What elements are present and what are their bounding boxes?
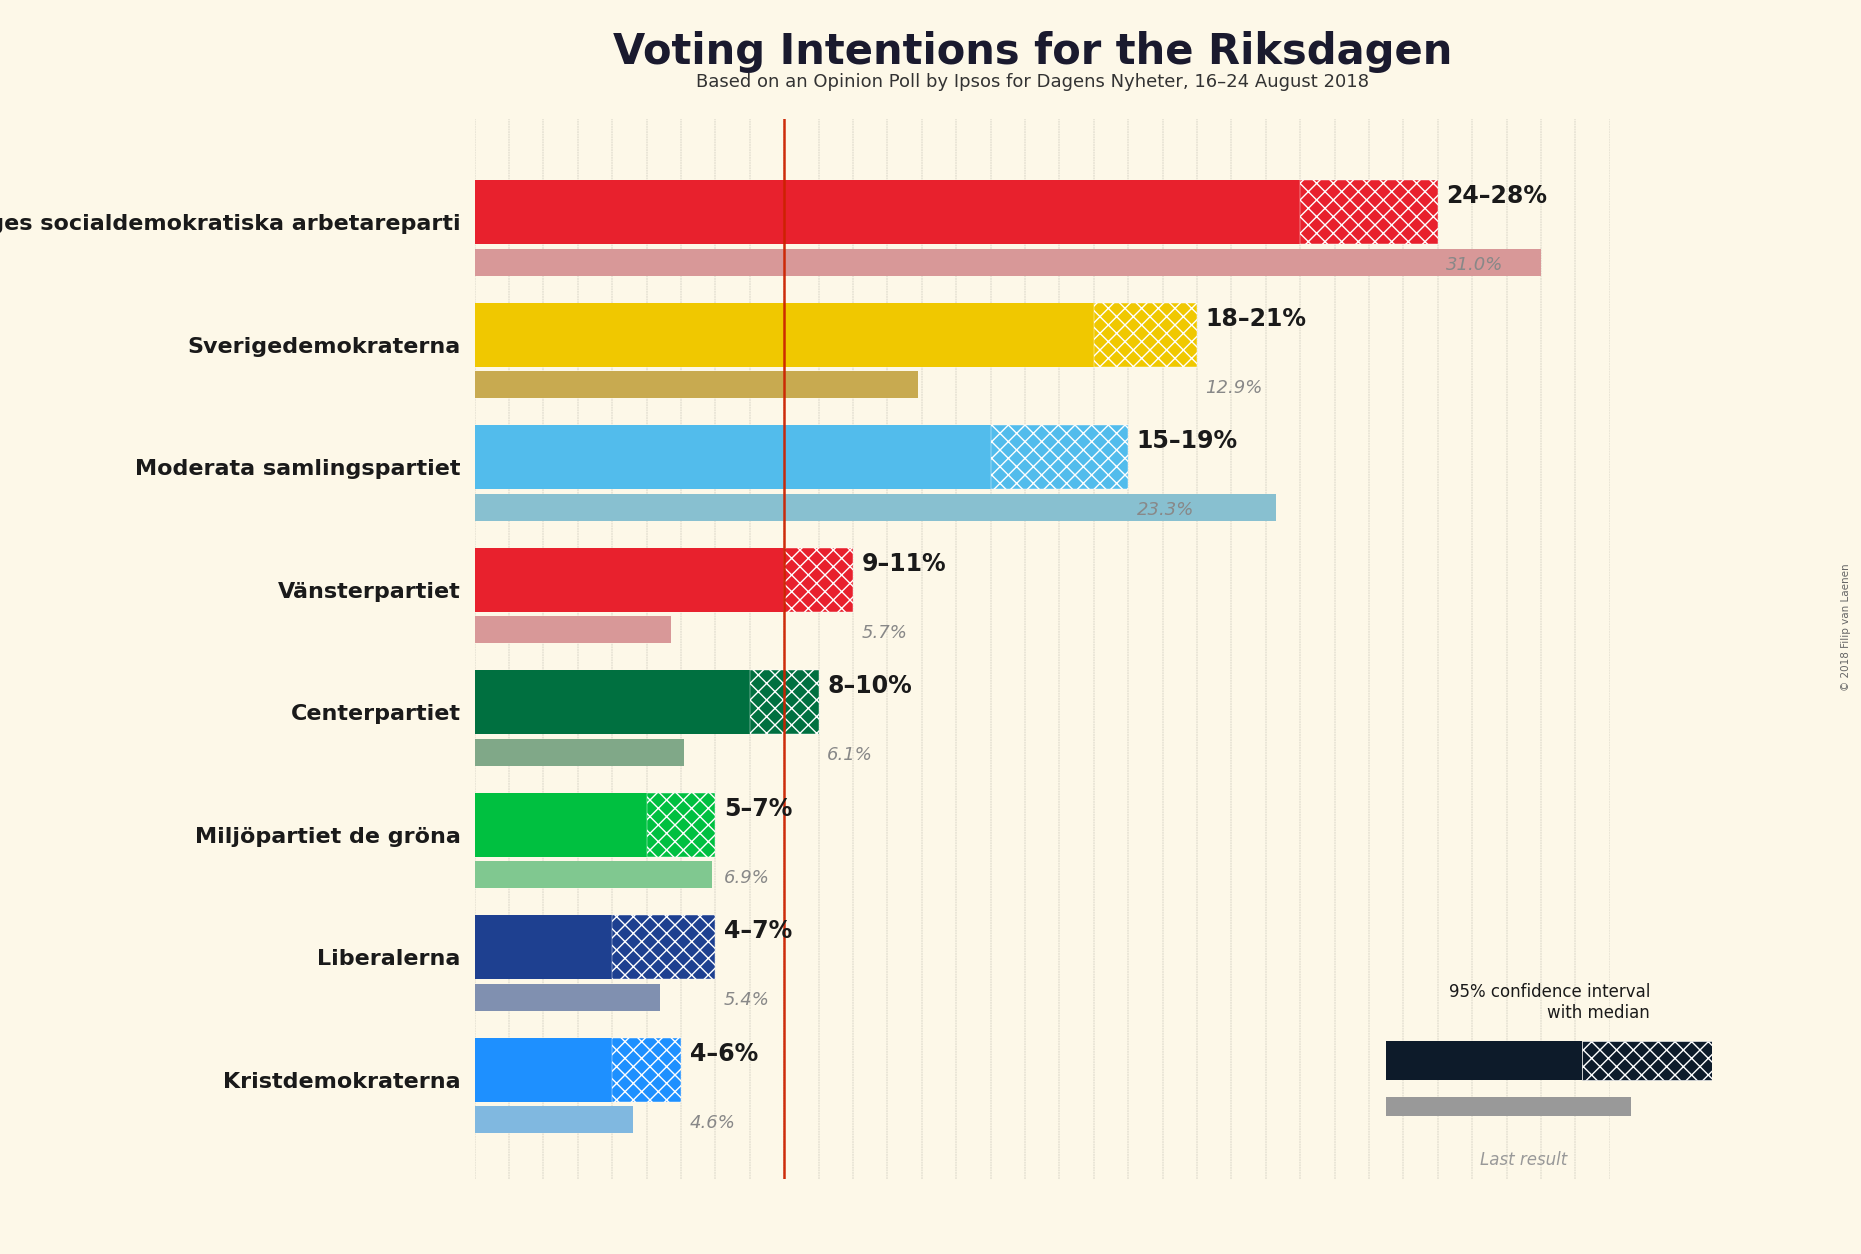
- Bar: [475, 793, 646, 856]
- Bar: [475, 181, 1301, 245]
- Bar: [1301, 181, 1439, 245]
- Text: 23.3%: 23.3%: [1137, 502, 1195, 519]
- Text: Moderata samlingspartiet: Moderata samlingspartiet: [136, 459, 462, 479]
- Bar: [475, 617, 670, 643]
- Text: © 2018 Filip van Laenen: © 2018 Filip van Laenen: [1841, 563, 1852, 691]
- Bar: [475, 671, 750, 734]
- Text: Last result: Last result: [1479, 1151, 1567, 1169]
- Bar: [475, 984, 661, 1011]
- Bar: [783, 548, 852, 612]
- Bar: [475, 250, 1541, 276]
- Text: 8–10%: 8–10%: [826, 675, 912, 698]
- Text: 31.0%: 31.0%: [1446, 256, 1504, 275]
- Text: 6.1%: 6.1%: [826, 746, 873, 764]
- Bar: [990, 425, 1128, 489]
- Bar: [475, 1106, 633, 1134]
- Text: 4–7%: 4–7%: [724, 919, 793, 943]
- Text: Centerpartiet: Centerpartiet: [290, 705, 462, 725]
- Text: 5–7%: 5–7%: [724, 796, 793, 821]
- Text: 24–28%: 24–28%: [1446, 184, 1546, 208]
- Bar: [475, 494, 1277, 520]
- Text: Vänsterpartiet: Vänsterpartiet: [277, 582, 462, 602]
- Bar: [475, 425, 990, 489]
- Bar: [475, 371, 917, 399]
- Text: 95% confidence interval
with median: 95% confidence interval with median: [1448, 983, 1651, 1022]
- Bar: [1094, 303, 1197, 366]
- Text: Miljöpartiet de gröna: Miljöpartiet de gröna: [195, 826, 462, 846]
- Bar: [646, 793, 715, 856]
- Text: Kristdemokraterna: Kristdemokraterna: [223, 1072, 462, 1092]
- Text: 15–19%: 15–19%: [1137, 429, 1238, 453]
- Text: 4.6%: 4.6%: [690, 1114, 735, 1131]
- Text: 4–6%: 4–6%: [690, 1042, 757, 1066]
- Text: Based on an Opinion Poll by Ipsos for Dagens Nyheter, 16–24 August 2018: Based on an Opinion Poll by Ipsos for Da…: [696, 73, 1370, 90]
- Text: Voting Intentions for the Riksdagen: Voting Intentions for the Riksdagen: [612, 31, 1453, 73]
- Bar: [1386, 1041, 1582, 1080]
- Bar: [750, 671, 819, 734]
- Bar: [475, 1038, 612, 1101]
- Bar: [612, 1038, 681, 1101]
- Bar: [475, 739, 685, 766]
- Text: 9–11%: 9–11%: [862, 552, 945, 576]
- Bar: [475, 303, 1094, 366]
- Text: Liberalerna: Liberalerna: [318, 949, 462, 969]
- Text: 5.7%: 5.7%: [862, 623, 908, 642]
- Bar: [1386, 1097, 1630, 1116]
- Bar: [475, 548, 783, 612]
- Bar: [475, 915, 612, 979]
- Text: 6.9%: 6.9%: [724, 869, 770, 887]
- Text: 5.4%: 5.4%: [724, 991, 770, 1009]
- Bar: [612, 915, 715, 979]
- Text: 18–21%: 18–21%: [1206, 307, 1306, 331]
- Bar: [475, 861, 713, 888]
- Text: Sverigedemokraterna: Sverigedemokraterna: [188, 337, 462, 356]
- Text: 12.9%: 12.9%: [1206, 379, 1264, 396]
- Bar: [1582, 1041, 1712, 1080]
- Text: Sveriges socialdemokratiska arbetareparti: Sveriges socialdemokratiska arbetarepart…: [0, 214, 462, 234]
